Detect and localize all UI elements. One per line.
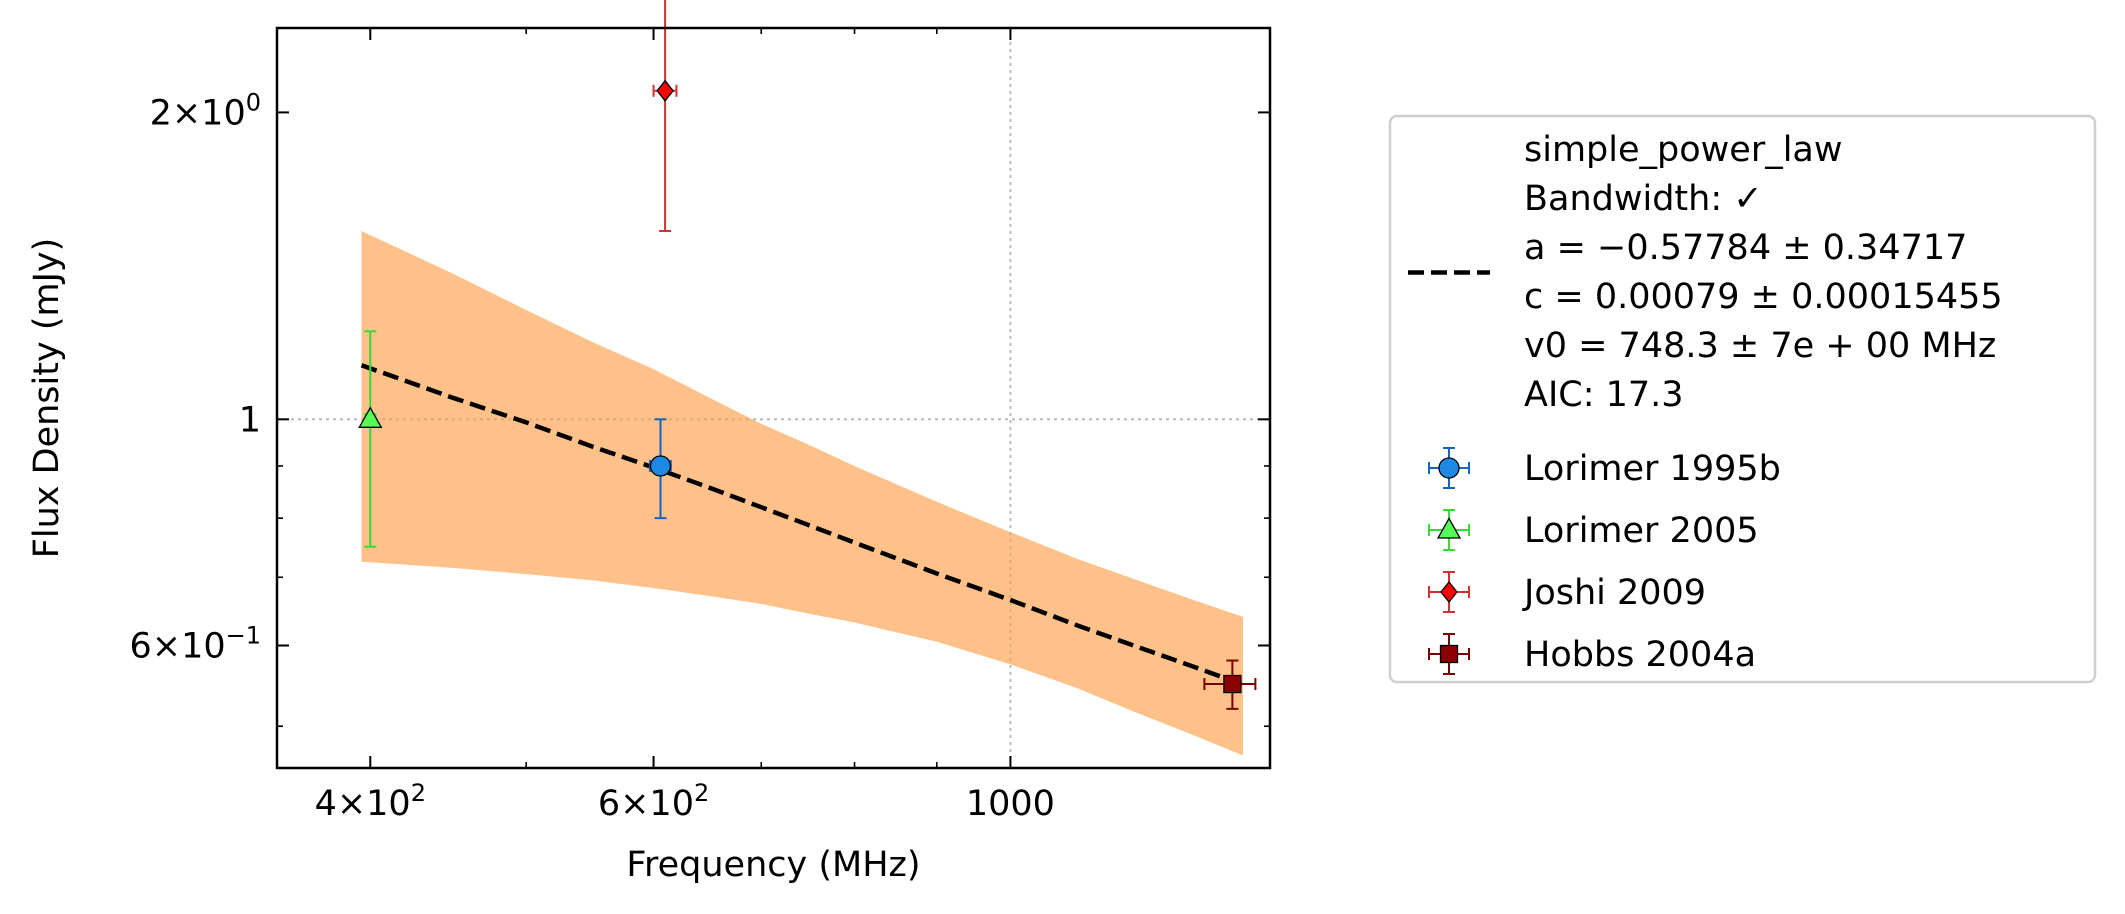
legend-series-label: Joshi 2009 (1522, 573, 1706, 613)
confidence-band (361, 231, 1243, 756)
plot-frame (275, 26, 1272, 770)
y-tick-label: 6×10−1 (129, 622, 261, 667)
confidence-band-layer (361, 231, 1243, 756)
x-tick-label: 6×102 (598, 779, 709, 824)
data-points-layer (358, 0, 1257, 710)
y-axis-label: Flux Density (mJy) (27, 238, 67, 559)
legend-series-label: Hobbs 2004a (1524, 635, 1756, 675)
data-point (358, 406, 383, 428)
legend-fit-text: c = 0.00079 ± 0.00015455 (1524, 277, 2003, 317)
fit-line-layer (360, 363, 1244, 687)
data-point (656, 79, 674, 102)
y-tick-label: 2×100 (150, 88, 261, 133)
legend-fit-text: a = −0.57784 ± 0.34717 (1524, 228, 1967, 268)
x-axis-label: Frequency (MHz) (626, 845, 920, 885)
legend-series-label: Lorimer 1995b (1524, 449, 1781, 489)
legend-fit-text: simple_power_law (1524, 130, 1843, 170)
y-tick-label: 1 (239, 400, 261, 440)
legend-fit-text: Bandwidth: ✓ (1524, 179, 1763, 219)
legend-fit-text: AIC: 17.3 (1524, 375, 1684, 415)
data-point (1223, 674, 1242, 694)
x-tick-label: 1000 (966, 784, 1055, 824)
legend-series-label: Lorimer 2005 (1524, 511, 1759, 551)
legend: simple_power_law Bandwidth: ✓ a = −0.57784… (1388, 114, 2097, 684)
x-tick-label: 4×102 (315, 779, 426, 824)
legend-marker (1439, 644, 1459, 664)
legend-fit-text: v0 = 748.3 ± 7e + 00 MHz (1524, 326, 1996, 366)
legend-marker (1438, 457, 1460, 479)
legend-frame (1388, 114, 2097, 684)
legend-marker (1436, 517, 1462, 539)
axis-ticks-layer: 4×102 6×102 1000 2×100 1 6×10−1 (129, 28, 1270, 824)
fit-line (360, 363, 1244, 687)
data-point (649, 455, 672, 477)
legend-marker (1440, 580, 1458, 604)
